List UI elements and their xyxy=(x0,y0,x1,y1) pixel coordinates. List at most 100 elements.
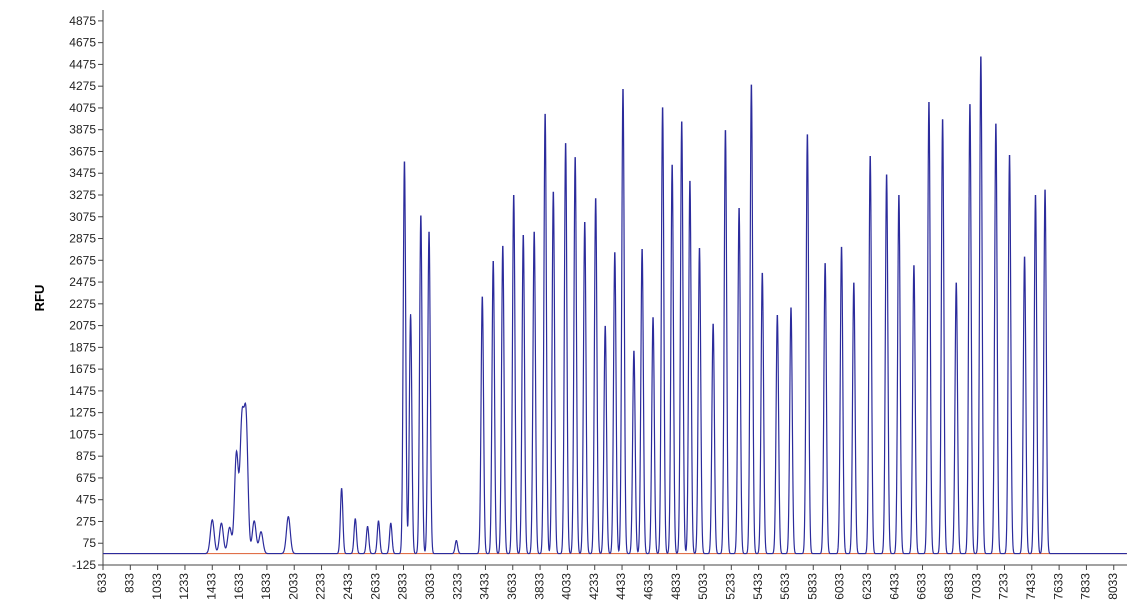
y-tick-label: 3675 xyxy=(69,144,96,158)
x-tick-label: 3033 xyxy=(423,573,437,600)
peak-point xyxy=(253,520,255,522)
y-tick-label: 3475 xyxy=(69,166,96,180)
y-tick-label: 875 xyxy=(76,449,96,463)
y-tick-label: 3875 xyxy=(69,123,96,137)
peak-point xyxy=(869,153,871,155)
x-tick-label: 3633 xyxy=(505,573,519,600)
x-tick-label: 1233 xyxy=(177,573,191,600)
y-tick-label: 4675 xyxy=(69,36,96,50)
peak-point xyxy=(661,104,663,106)
peak-point xyxy=(584,219,586,221)
peak-point xyxy=(885,171,887,173)
x-tick-label: 5833 xyxy=(805,573,819,600)
peak-point xyxy=(652,315,654,317)
x-tick-label: 7233 xyxy=(997,573,1011,600)
peak-point xyxy=(522,232,524,234)
x-tick-label: 7033 xyxy=(969,573,983,600)
peak-point xyxy=(228,526,230,528)
x-tick-label: 2233 xyxy=(314,573,328,600)
x-tick-label: 3233 xyxy=(450,573,464,600)
x-tick-label: 6833 xyxy=(942,573,956,600)
peak-point xyxy=(245,420,247,422)
series-trace xyxy=(103,56,1127,555)
peak-point xyxy=(287,515,289,517)
y-tick-label: 275 xyxy=(76,514,96,528)
x-tick-label: 2433 xyxy=(341,573,355,600)
peak-point xyxy=(853,280,855,282)
x-ticks: 633 833 1033 1233 1433 1633 1833 2033 2233 2433 26… xyxy=(95,565,1120,600)
x-tick-label: 2033 xyxy=(286,573,300,600)
peak-point xyxy=(552,189,554,191)
y-tick-label: 4875 xyxy=(69,14,96,28)
x-tick-label: 833 xyxy=(122,573,136,593)
x-tick-label: 1633 xyxy=(232,573,246,600)
y-tick-label: 4075 xyxy=(69,101,96,115)
peak-point xyxy=(806,131,808,133)
y-tick-label: 1675 xyxy=(69,362,96,376)
peak-point xyxy=(689,178,691,180)
peak-point xyxy=(1008,152,1010,154)
x-tick-label: 4433 xyxy=(614,573,628,600)
peak-point xyxy=(390,522,392,524)
peak-point xyxy=(928,99,930,101)
peak-point xyxy=(980,53,982,55)
x-tick-label: 6233 xyxy=(860,573,874,600)
x-tick-label: 633 xyxy=(95,573,109,593)
y-tick-label: 2675 xyxy=(69,253,96,267)
peak-point xyxy=(492,259,494,261)
peak-point xyxy=(260,531,262,533)
x-tick-label: 4033 xyxy=(560,573,574,600)
y-tick-label: 3075 xyxy=(69,210,96,224)
x-tick-label: 4633 xyxy=(642,573,656,600)
y-axis-label: RFU xyxy=(32,284,47,312)
peak-point xyxy=(633,349,635,351)
peak-point xyxy=(220,522,222,524)
peak-point xyxy=(409,313,411,315)
y-tick-label: 3275 xyxy=(69,188,96,202)
y-tick-label: 2075 xyxy=(69,319,96,333)
peak-point xyxy=(671,162,673,164)
peak-point xyxy=(235,452,237,454)
y-tick-label: 475 xyxy=(76,493,96,507)
peak-point xyxy=(1023,254,1025,256)
peak-point xyxy=(955,280,957,282)
peak-point xyxy=(594,195,596,197)
peak-point xyxy=(604,324,606,326)
peak-point xyxy=(533,229,535,231)
x-tick-label: 5633 xyxy=(778,573,792,600)
x-tick-label: 6033 xyxy=(833,573,847,600)
peak-point xyxy=(241,425,243,427)
peak-point xyxy=(969,101,971,103)
peak-point xyxy=(840,244,842,246)
peak-point xyxy=(354,518,356,520)
peak-point xyxy=(513,192,515,194)
peak-point xyxy=(614,250,616,252)
x-tick-label: 2633 xyxy=(368,573,382,600)
x-tick-label: 5433 xyxy=(751,573,765,600)
peak-point xyxy=(340,487,342,489)
y-tick-label: 1275 xyxy=(69,406,96,420)
x-tick-label: 3433 xyxy=(478,573,492,600)
peak-point xyxy=(574,154,576,156)
x-tick-label: 1833 xyxy=(259,573,273,600)
peak-point xyxy=(698,245,700,247)
peak-point xyxy=(824,261,826,263)
y-tick-label: -125 xyxy=(72,558,96,572)
peak-point xyxy=(1034,192,1036,194)
peak-point xyxy=(1044,187,1046,189)
y-tick-label: 2475 xyxy=(69,275,96,289)
peak-point xyxy=(761,271,763,273)
peak-point xyxy=(366,525,368,527)
y-tick-label: 4475 xyxy=(69,57,96,71)
peak-point xyxy=(211,519,213,521)
x-tick-label: 5033 xyxy=(696,573,710,600)
peak-point xyxy=(738,205,740,207)
y-ticks: -125 75 275 475 675 875 1075 1275 1475 1675 1875 20… xyxy=(69,14,103,572)
x-tick-label: 2833 xyxy=(396,573,410,600)
peak-point xyxy=(724,127,726,129)
peak-point xyxy=(403,158,405,160)
x-tick-label: 4233 xyxy=(587,573,601,600)
x-tick-label: 1433 xyxy=(204,573,218,600)
x-tick-label: 7433 xyxy=(1024,573,1038,600)
